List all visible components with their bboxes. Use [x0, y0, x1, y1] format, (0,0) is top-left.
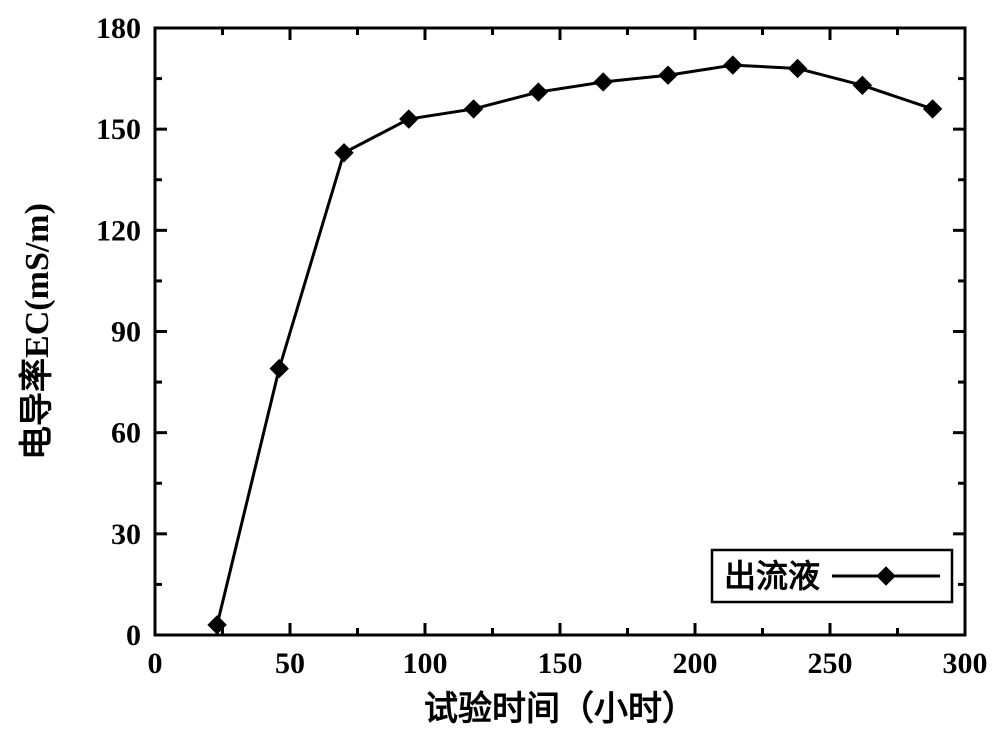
data-marker [924, 100, 942, 118]
data-marker [594, 73, 612, 91]
x-tick-label: 150 [538, 647, 583, 680]
chart-container: 0 50 100 150 200 250 300 0 30 60 90 120 150 180 试验时间（小… [0, 0, 1000, 752]
x-tick-label: 200 [673, 647, 718, 680]
data-marker [335, 144, 353, 162]
plot-border [155, 28, 965, 635]
y-axis-title: 电导率EC(mS/m) [18, 203, 56, 460]
y-tick-label: 30 [111, 518, 141, 551]
series-line [217, 65, 933, 625]
legend-marker [877, 567, 895, 585]
x-tick-label: 100 [403, 647, 448, 680]
y-tick-label: 150 [96, 113, 141, 146]
y-tick-label: 90 [111, 316, 141, 349]
data-marker [529, 83, 547, 101]
data-marker [853, 76, 871, 94]
x-tick-label: 0 [148, 647, 163, 680]
data-marker [270, 360, 288, 378]
y-tick-label: 180 [96, 12, 141, 45]
x-tick-label: 300 [943, 647, 988, 680]
x-axis-title: 试验时间（小时） [424, 689, 696, 728]
data-marker [724, 56, 742, 74]
line-chart: 0 50 100 150 200 250 300 0 30 60 90 120 150 180 试验时间（小… [0, 0, 1000, 752]
data-marker [659, 66, 677, 84]
data-marker [789, 59, 807, 77]
y-tick-label: 120 [96, 214, 141, 247]
y-tick-label: 60 [111, 417, 141, 450]
y-tick-label: 0 [126, 619, 141, 652]
data-marker [465, 100, 483, 118]
legend-label: 出流液 [724, 558, 820, 594]
data-marker [400, 110, 418, 128]
x-tick-label: 250 [808, 647, 853, 680]
x-tick-label: 50 [275, 647, 305, 680]
